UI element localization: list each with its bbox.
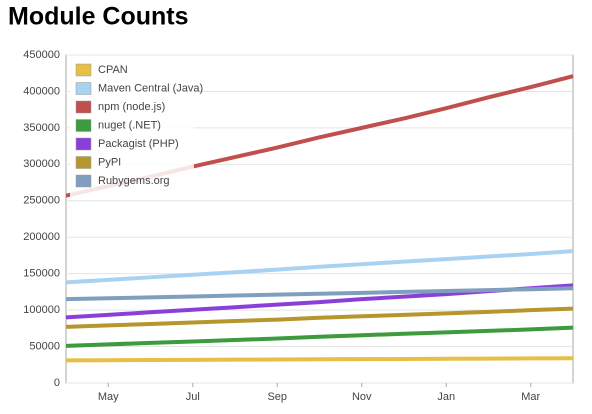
legend-label: PyPI <box>98 156 121 168</box>
y-tick-label: 50000 <box>29 340 60 352</box>
y-tick-label: 0 <box>54 377 60 389</box>
y-tick-label: 150000 <box>23 268 60 280</box>
legend-swatch <box>75 82 92 95</box>
legend-label: Maven Central (Java) <box>98 82 203 94</box>
x-tick-label: Nov <box>352 391 372 403</box>
legend-swatch <box>75 174 92 188</box>
series-line <box>65 306 574 329</box>
x-tick-label: Jan <box>437 391 455 403</box>
y-tick-label: 200000 <box>23 231 60 243</box>
legend-swatch <box>75 100 92 114</box>
legend-swatch <box>75 63 92 77</box>
legend-swatch <box>75 156 92 169</box>
x-tick-label: Mar <box>521 391 540 403</box>
series-line <box>65 356 574 363</box>
chart-title: Module Counts <box>8 3 189 31</box>
legend-swatch <box>75 119 92 132</box>
x-tick-label: May <box>98 391 119 403</box>
legend-label: Packagist (PHP) <box>98 138 179 150</box>
series-line <box>65 325 574 348</box>
x-tick-label: Jul <box>186 391 200 403</box>
series-line <box>65 286 574 302</box>
series-line <box>65 249 574 285</box>
x-tick-label: Sep <box>267 391 287 403</box>
legend-label: npm (node.js) <box>98 101 165 113</box>
legend-swatch <box>75 137 92 151</box>
y-tick-label: 300000 <box>23 158 60 170</box>
y-tick-label: 450000 <box>23 49 60 61</box>
y-tick-label: 250000 <box>23 195 60 207</box>
legend-label: nuget (.NET) <box>98 119 161 131</box>
legend-label: Rubygems.org <box>98 175 170 187</box>
y-tick-label: 400000 <box>23 85 60 97</box>
legend-label: CPAN <box>98 64 128 76</box>
y-tick-label: 100000 <box>23 304 60 316</box>
y-tick-label: 350000 <box>23 122 60 134</box>
